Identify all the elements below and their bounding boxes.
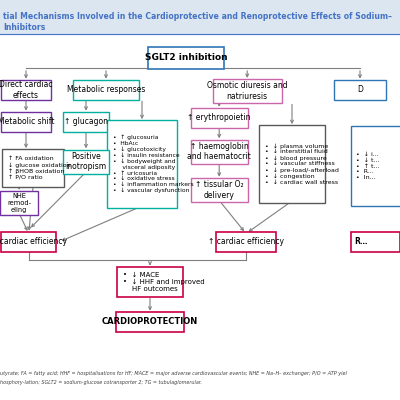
Text: NHE
remod-
eling: NHE remod- eling <box>7 193 31 213</box>
FancyBboxPatch shape <box>118 267 182 297</box>
FancyBboxPatch shape <box>259 126 325 203</box>
Text: Osmotic diuresis and
natriuresis: Osmotic diuresis and natriuresis <box>207 82 288 101</box>
Text: Metabolic responses: Metabolic responses <box>67 86 145 94</box>
Text: CARDIOPROTECTION: CARDIOPROTECTION <box>102 318 198 326</box>
Text: tial Mechanisms Involved in the Cardioprotective and Renoprotective Effects of S: tial Mechanisms Involved in the Cardiopr… <box>3 12 392 21</box>
Text: ↑ erythropoietin: ↑ erythropoietin <box>188 114 251 122</box>
FancyBboxPatch shape <box>213 79 282 103</box>
FancyBboxPatch shape <box>191 140 248 164</box>
Text: ↑ cardiac efficiency: ↑ cardiac efficiency <box>0 238 67 246</box>
Text: •  ↓ MACE
•  ↓ HHF and improved
    HF outcomes: • ↓ MACE • ↓ HHF and improved HF outcome… <box>123 272 205 292</box>
Text: ↑ cardiac efficiency: ↑ cardiac efficiency <box>208 238 284 246</box>
Bar <box>0 0 400 34</box>
Text: •  ↑ glucosuria
•  HbA₁c
•  ↓ glucotoxicity
•  ↓ insulin resistance
•  ↓ bodywei: • ↑ glucosuria • HbA₁c • ↓ glucotoxicity… <box>113 134 194 194</box>
Text: SGLT2 inhibition: SGLT2 inhibition <box>145 54 227 62</box>
Text: ↑ FA oxidation
↓ glucose oxidation
↑ βHOB oxidation
↑ P/O ratio: ↑ FA oxidation ↓ glucose oxidation ↑ βHO… <box>8 156 70 180</box>
FancyBboxPatch shape <box>116 312 184 332</box>
FancyBboxPatch shape <box>334 80 386 100</box>
Text: utyrate; FA = fatty acid; HHF = hospitalisations for HF; MACE = major adverse ca: utyrate; FA = fatty acid; HHF = hospital… <box>0 371 347 376</box>
FancyBboxPatch shape <box>107 120 177 208</box>
FancyBboxPatch shape <box>1 112 50 132</box>
FancyBboxPatch shape <box>216 232 276 252</box>
FancyBboxPatch shape <box>148 47 224 69</box>
FancyBboxPatch shape <box>351 126 400 206</box>
Text: •  ↓ i...
•  ↓ t...
•  ↑ t...
•  R...
•  In...: • ↓ i... • ↓ t... • ↑ t... • R... • In..… <box>356 152 380 180</box>
FancyBboxPatch shape <box>350 232 400 252</box>
FancyBboxPatch shape <box>63 150 108 174</box>
Text: ↑ haemoglobin
and haematocrit: ↑ haemoglobin and haematocrit <box>187 142 251 161</box>
Text: ↑ glucagon: ↑ glucagon <box>64 118 108 126</box>
Text: Positive
inotropism: Positive inotropism <box>66 152 106 171</box>
FancyBboxPatch shape <box>74 80 139 100</box>
FancyBboxPatch shape <box>191 108 248 128</box>
Text: Direct cardiac
effects: Direct cardiac effects <box>0 80 53 100</box>
Text: Inhibitors: Inhibitors <box>3 24 46 32</box>
FancyBboxPatch shape <box>191 178 248 202</box>
FancyBboxPatch shape <box>1 232 56 252</box>
Text: hosphory­lation; SGLT2 = sodium-glucose cotransporter 2; TG = tubulaglomerular.: hosphory­lation; SGLT2 = sodium-glucose … <box>0 380 202 385</box>
FancyBboxPatch shape <box>1 80 50 100</box>
Text: Metabolic shift: Metabolic shift <box>0 118 54 126</box>
Text: ↑ tissular O₂
delivery: ↑ tissular O₂ delivery <box>195 180 244 200</box>
FancyBboxPatch shape <box>63 112 108 132</box>
FancyBboxPatch shape <box>0 191 38 215</box>
FancyBboxPatch shape <box>2 150 64 186</box>
Text: •  ↓ plasma volume
•  ↓ interstitial fluid
•  ↓ blood pressure
•  ↓ vascular sti: • ↓ plasma volume • ↓ interstitial fluid… <box>265 143 339 185</box>
Text: D: D <box>357 86 363 94</box>
Text: R…: R… <box>354 238 368 246</box>
